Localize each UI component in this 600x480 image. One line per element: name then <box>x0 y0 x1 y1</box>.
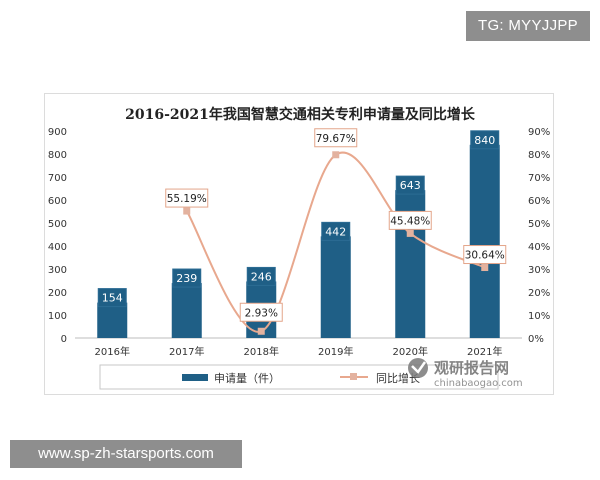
x-tick-label: 2018年 <box>244 345 279 358</box>
watermark: 观研报告网 chinabaogao.com <box>408 358 523 389</box>
x-tick-label: 2020年 <box>393 345 428 358</box>
line-series: 55.19% 2.93% 79.67% 45.48% 30.64% <box>165 128 507 335</box>
bar-data-label-box <box>395 175 425 195</box>
chart-title: 2016-2021年我国智慧交通相关专利申请量及同比增长 <box>125 106 476 123</box>
growth-marker <box>481 264 489 272</box>
left-tick-label: 700 <box>48 173 67 184</box>
bar-data-label: 239 <box>176 272 197 285</box>
right-tick-label: 30% <box>528 265 550 276</box>
x-axis: 2016年 2017年 2018年 2019年 2020年 2021年 <box>75 337 522 358</box>
right-tick-label: 0% <box>528 334 544 345</box>
bar-data-label-box <box>321 221 351 241</box>
x-tick-label: 2017年 <box>169 345 204 358</box>
growth-line <box>185 151 486 333</box>
x-tick-label: 2021年 <box>467 345 502 358</box>
bar-data-label: 442 <box>325 225 346 238</box>
left-axis: 0 100 200 300 400 500 600 700 800 900 <box>48 127 67 345</box>
legend-line-label: 同比增长 <box>376 371 420 385</box>
left-tick-label: 300 <box>48 265 67 276</box>
growth-data-label: 30.64% <box>465 250 505 262</box>
growth-marker <box>183 207 191 215</box>
x-tick-label: 2019年 <box>318 345 353 358</box>
bar <box>97 302 128 338</box>
bar-data-label-box <box>470 130 500 150</box>
bar <box>469 144 500 338</box>
left-tick-label: 0 <box>61 334 67 345</box>
bar-data-label-box <box>246 266 276 286</box>
right-tick-label: 90% <box>528 127 550 138</box>
bar-series: 154 239 246 442 643 840 <box>97 130 500 338</box>
growth-data-label-box <box>314 128 358 148</box>
growth-marker <box>332 151 340 159</box>
growth-data-label-box <box>239 302 283 322</box>
watermark-logo-icon <box>408 358 428 378</box>
growth-marker <box>406 229 414 237</box>
growth-data-label: 45.48% <box>390 215 430 227</box>
left-tick-label: 900 <box>48 127 67 138</box>
right-tick-label: 70% <box>528 173 550 184</box>
right-tick-label: 50% <box>528 219 550 230</box>
legend-bar-swatch <box>182 374 208 381</box>
left-tick-label: 100 <box>48 311 67 322</box>
bar-data-label: 643 <box>400 179 421 192</box>
bar-data-label: 246 <box>251 270 272 283</box>
site-url-banner: www.sp-zh-starsports.com <box>10 440 242 468</box>
growth-data-label-box <box>165 188 209 208</box>
right-tick-label: 40% <box>528 242 550 253</box>
right-tick-label: 20% <box>528 288 550 299</box>
tg-badge: TG: MYYJJPP <box>466 11 590 41</box>
legend: 申请量（件） 同比增长 <box>99 364 499 390</box>
growth-marker <box>257 327 265 335</box>
legend-frame <box>99 364 499 390</box>
right-axis: 0% 10% 20% 30% 40% 50% 60% 70% 80% 90% <box>528 127 550 345</box>
bar <box>320 236 351 338</box>
left-tick-label: 600 <box>48 196 67 207</box>
right-tick-label: 10% <box>528 311 550 322</box>
bar-data-label-box <box>172 268 202 288</box>
watermark-name: 观研报告网 <box>434 359 509 377</box>
growth-data-label: 2.93% <box>245 307 278 319</box>
growth-data-label: 55.19% <box>167 193 207 205</box>
legend-bar-label: 申请量（件） <box>214 372 280 385</box>
right-tick-label: 60% <box>528 196 550 207</box>
left-tick-label: 500 <box>48 219 67 230</box>
watermark-url: chinabaogao.com <box>434 378 523 389</box>
bar <box>171 283 202 338</box>
bar-data-label: 840 <box>474 134 495 147</box>
growth-data-label-box <box>463 245 507 265</box>
x-tick-label: 2016年 <box>95 345 130 358</box>
bar-data-label-box <box>97 288 127 308</box>
left-tick-label: 200 <box>48 288 67 299</box>
left-tick-label: 800 <box>48 150 67 161</box>
legend-line-marker <box>350 373 357 380</box>
bar-data-label: 154 <box>102 292 123 305</box>
right-tick-label: 80% <box>528 150 550 161</box>
growth-data-label: 79.67% <box>316 133 356 145</box>
growth-data-label-box <box>388 210 432 230</box>
left-tick-label: 400 <box>48 242 67 253</box>
